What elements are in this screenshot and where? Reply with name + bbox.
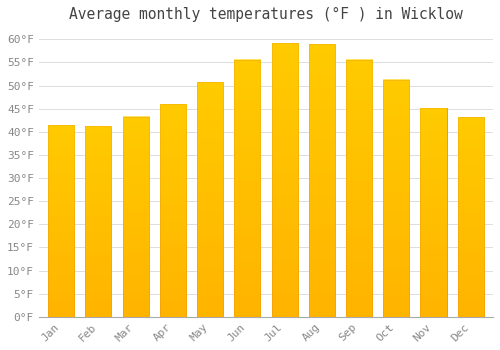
Bar xyxy=(160,104,186,317)
Bar xyxy=(197,82,223,317)
Bar xyxy=(458,117,483,317)
Bar xyxy=(420,108,446,317)
Title: Average monthly temperatures (°F ) in Wicklow: Average monthly temperatures (°F ) in Wi… xyxy=(69,7,463,22)
Bar xyxy=(308,44,335,317)
Bar xyxy=(122,117,148,317)
Bar xyxy=(234,60,260,317)
Bar xyxy=(383,79,409,317)
Bar xyxy=(48,125,74,317)
Bar xyxy=(86,126,112,317)
Bar xyxy=(346,60,372,317)
Bar xyxy=(272,43,297,317)
